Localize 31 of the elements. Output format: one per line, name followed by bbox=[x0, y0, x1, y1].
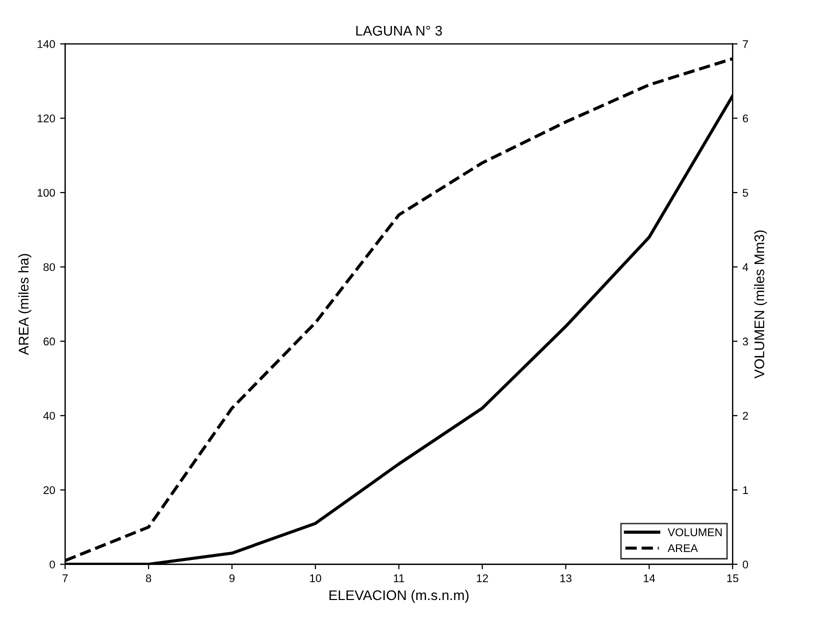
legend-label: VOLUMEN bbox=[668, 528, 722, 536]
x-tick-label: 12 bbox=[476, 574, 488, 582]
x-tick-label: 14 bbox=[644, 574, 656, 582]
y-tick-label: 120 bbox=[38, 114, 55, 122]
x-tick-label: 15 bbox=[727, 574, 738, 582]
y2-tick-label: 0 bbox=[742, 560, 748, 568]
x-tick-label: 9 bbox=[229, 574, 235, 582]
y2-tick-label: 6 bbox=[742, 114, 748, 122]
x-tick-label: 10 bbox=[310, 574, 322, 582]
y-tick-label: 100 bbox=[38, 188, 55, 197]
y2-tick-label: 2 bbox=[742, 412, 748, 420]
y-tick-label: 40 bbox=[43, 412, 55, 420]
x-tick-label: 7 bbox=[62, 574, 68, 582]
y-tick-label: 80 bbox=[44, 263, 55, 272]
y2-tick-label: 4 bbox=[742, 263, 748, 271]
legend-label: AREA bbox=[668, 544, 698, 552]
x-tick-label: 8 bbox=[146, 574, 152, 582]
chart-title: LAGUNA N° 3 bbox=[356, 26, 442, 36]
y2-tick-label: 1 bbox=[743, 486, 748, 494]
y2-tick-label: 7 bbox=[742, 40, 748, 48]
y2-tick-label: 3 bbox=[742, 338, 748, 346]
y-tick-label: 0 bbox=[50, 560, 55, 568]
y-axis-title: AREA (miles ha) bbox=[18, 254, 32, 356]
x-tick-label: 11 bbox=[394, 574, 404, 582]
y2-axis-title: VOLUMEN (miles Mm3) bbox=[754, 230, 767, 378]
y2-tick-label: 5 bbox=[742, 188, 748, 197]
x-tick-label: 13 bbox=[560, 574, 572, 582]
x-axis-title: ELEVACION (m.s.n.m) bbox=[330, 590, 468, 603]
y-tick-label: 20 bbox=[44, 486, 55, 494]
y-tick-label: 140 bbox=[38, 40, 55, 48]
y-tick-label: 60 bbox=[44, 338, 55, 346]
